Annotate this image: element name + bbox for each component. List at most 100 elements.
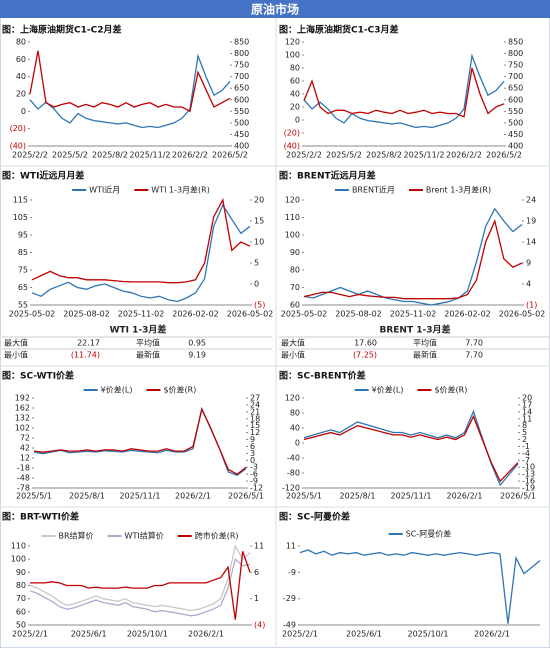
y-tick-label: 24 [526,196,536,205]
legend: BRENT近月 Brent 1-3月差(R) [334,185,491,195]
y-tick-label: 5 [522,428,527,437]
y-tick-label: (40) [10,142,26,151]
y-tick-label: 40 [290,90,300,99]
y-tick-label: 3 [250,449,255,458]
y-tick-label: 100 [285,51,300,60]
x-tick-label: 2025/8/1 [340,492,376,501]
y-tick-label: 9 [526,259,531,268]
y-tick-label: -78 [17,484,30,493]
x-tick-label: 2025/5/2 [326,151,362,160]
x-tick-label: 2025-08-02 [335,310,382,319]
table-cell: 0.95 [188,339,206,348]
y-tick-label: -1 [522,442,530,451]
x-tick-label: 2026-02-02 [444,310,491,319]
y-tick-label: 15 [250,421,260,430]
y-tick-label: -12 [250,484,263,493]
series-line [303,414,519,483]
y-tick-label: 850 [234,38,249,47]
y-tick-label: 12 [20,454,30,463]
table-cell: 最大值 [4,338,28,348]
y-tick-label: 750 [508,61,523,70]
y-tick-label: 80 [290,409,300,418]
x-tick-label: 2026/5/2 [212,151,248,160]
y-tick-label: 0 [295,439,300,448]
y-tick-label: 20 [522,394,532,403]
y-tick-label: 18 [250,414,260,423]
x-tick-label: 2025/5/2 [52,151,88,160]
y-tick-label: 110 [285,213,300,222]
chart-title: 图：BRENT近远月月差 [279,170,376,182]
table-cell: 22.17 [77,339,100,348]
y-tick-label: 90 [290,248,300,257]
series-line [30,551,251,620]
series-line [31,203,251,303]
x-tick-label: 2026/5/1 [500,492,536,501]
header-bar [0,0,550,18]
x-tick-label: 2025/8/2 [92,151,128,160]
x-tick-label: 2025/2/2 [12,151,48,160]
y-tick-label: 6 [254,568,259,577]
y-tick-label: 20 [254,196,264,205]
y-tick-label: 70 [290,283,300,292]
y-tick-label: 0 [254,280,259,289]
y-tick-label: 17 [522,400,532,409]
x-tick-label: 2025-11-02 [118,310,165,319]
y-tick-label: 800 [234,49,249,58]
y-tick-label: -80 [287,469,300,478]
y-tick-label: 80 [290,266,300,275]
y-tick-label: (20) [10,124,26,133]
y-tick-label: 95 [18,231,28,240]
y-tick-label: 24 [250,400,260,409]
legend-label: WTI近月 [89,185,120,195]
y-tick-label: -10 [522,463,535,472]
y-tick-label: 15 [254,217,264,226]
y-tick-label: (5) [254,301,265,310]
y-tick-label: 40 [16,72,26,81]
table-cell: 最小值 [281,350,305,360]
legend-label: BRENT近月 [352,185,395,195]
x-tick-label: 2025-11-02 [390,310,437,319]
y-tick-label: 11 [286,542,296,551]
y-tick-label: 20 [290,103,300,112]
y-tick-label: -40 [287,454,300,463]
legend-label: WTI 1-3月差(R) [151,185,210,195]
y-tick-label: 110 [11,542,26,551]
x-tick-label: 2025/2/1 [282,630,318,639]
series-line [303,218,523,300]
y-tick-label: 400 [508,142,523,151]
y-tick-label: 75 [18,266,28,275]
y-tick-label: 0 [21,107,26,116]
y-tick-label: -18 [17,464,30,473]
y-tick-label: 80 [16,581,26,590]
chart-title: 图：SC-WTI价差 [2,370,74,382]
x-tick-label: 2026-05-02 [499,310,546,319]
legend-label: Brent 1-3月差(R) [426,185,491,195]
series-line [303,207,523,306]
x-tick-label: 2025/10/1 [407,630,448,639]
y-tick-label: 100 [11,555,26,564]
y-tick-label: -48 [17,474,30,483]
y-tick-label: 450 [508,130,523,139]
y-tick-label: 85 [18,248,28,257]
chart-title: 图：WTI近远月月差 [2,170,84,182]
y-tick-label: 70 [16,594,26,603]
y-tick-label: 120 [285,196,300,205]
legend-label: 跨市价差(R) [195,531,239,541]
x-tick-label: 2026/2/1 [175,492,211,501]
legend-label: ¥价差(L) [372,385,404,395]
x-tick-label: 2025-08-02 [63,310,110,319]
legend-label: WTI结算价 [125,531,164,541]
x-tick-label: 2025/11/1 [390,492,431,501]
y-tick-label: -4 [522,449,530,458]
y-tick-label: -29 [283,594,296,603]
table-title: BRENT 1-3月差 [379,324,450,336]
table-cell: 最小值 [4,350,28,360]
y-tick-label: 450 [234,130,249,139]
x-tick-label: 2025/2/1 [12,630,48,639]
y-tick-label: -120 [282,484,300,493]
y-tick-label: 60 [16,55,26,64]
y-tick-label: -9 [250,477,258,486]
x-tick-label: 2025-05-02 [281,310,328,319]
table-cell: (7.25) [353,351,377,360]
y-tick-label: (20) [284,129,300,138]
